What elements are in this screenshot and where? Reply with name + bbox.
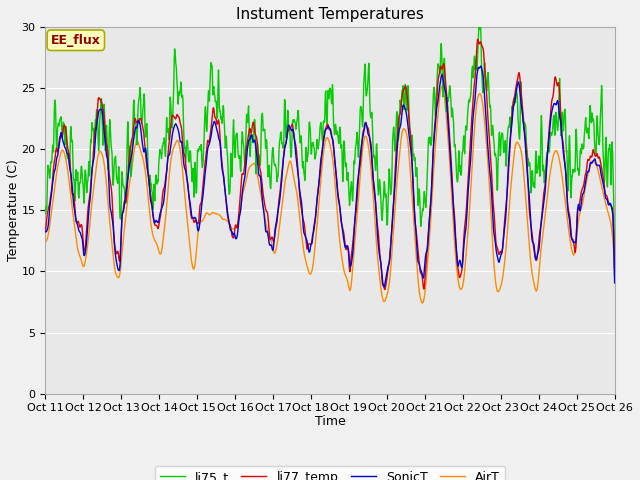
- Y-axis label: Temperature (C): Temperature (C): [7, 159, 20, 262]
- SonicT: [154, 179, 162, 185]
- Title: Instument Temperatures: Instument Temperatures: [236, 7, 424, 22]
- Line: SonicT: SonicT: [45, 24, 614, 266]
- AirT: [419, 300, 426, 306]
- li77_temp: [611, 280, 618, 286]
- li75_t: [168, 114, 175, 120]
- li77_temp: [168, 136, 175, 142]
- AirT: [232, 225, 239, 231]
- li77_temp: [380, 284, 388, 290]
- Line: li75_t: li75_t: [45, 39, 614, 289]
- SonicT: [611, 264, 618, 269]
- SonicT: [543, 149, 551, 155]
- Line: li77_temp: li77_temp: [45, 66, 614, 287]
- SonicT: [42, 204, 49, 209]
- li77_temp: [154, 220, 162, 226]
- li75_t: [611, 273, 618, 279]
- li75_t: [544, 145, 552, 151]
- li75_t: [42, 228, 49, 233]
- X-axis label: Time: Time: [314, 415, 345, 428]
- li77_temp: [544, 148, 552, 154]
- AirT: [154, 245, 162, 251]
- SonicT: [419, 208, 426, 214]
- li75_t: [381, 287, 388, 292]
- SonicT: [232, 144, 239, 149]
- SonicT: [477, 21, 484, 27]
- li75_t: [154, 226, 162, 231]
- li77_temp: [42, 229, 49, 235]
- Line: AirT: AirT: [45, 86, 614, 303]
- AirT: [493, 288, 501, 294]
- SonicT: [168, 122, 175, 128]
- li77_temp: [232, 235, 239, 241]
- AirT: [419, 300, 426, 306]
- SonicT: [493, 187, 501, 193]
- li75_t: [232, 222, 239, 228]
- Legend: li75_t, li77_temp, SonicT, AirT: li75_t, li77_temp, SonicT, AirT: [155, 466, 505, 480]
- AirT: [544, 190, 552, 195]
- Text: EE_flux: EE_flux: [51, 34, 100, 47]
- AirT: [42, 239, 49, 245]
- li75_t: [474, 36, 481, 42]
- AirT: [611, 255, 618, 261]
- li77_temp: [419, 274, 426, 280]
- li77_temp: [477, 63, 484, 69]
- li75_t: [419, 278, 426, 284]
- li77_temp: [493, 254, 501, 260]
- AirT: [168, 152, 175, 157]
- li75_t: [493, 245, 501, 251]
- AirT: [438, 84, 446, 89]
